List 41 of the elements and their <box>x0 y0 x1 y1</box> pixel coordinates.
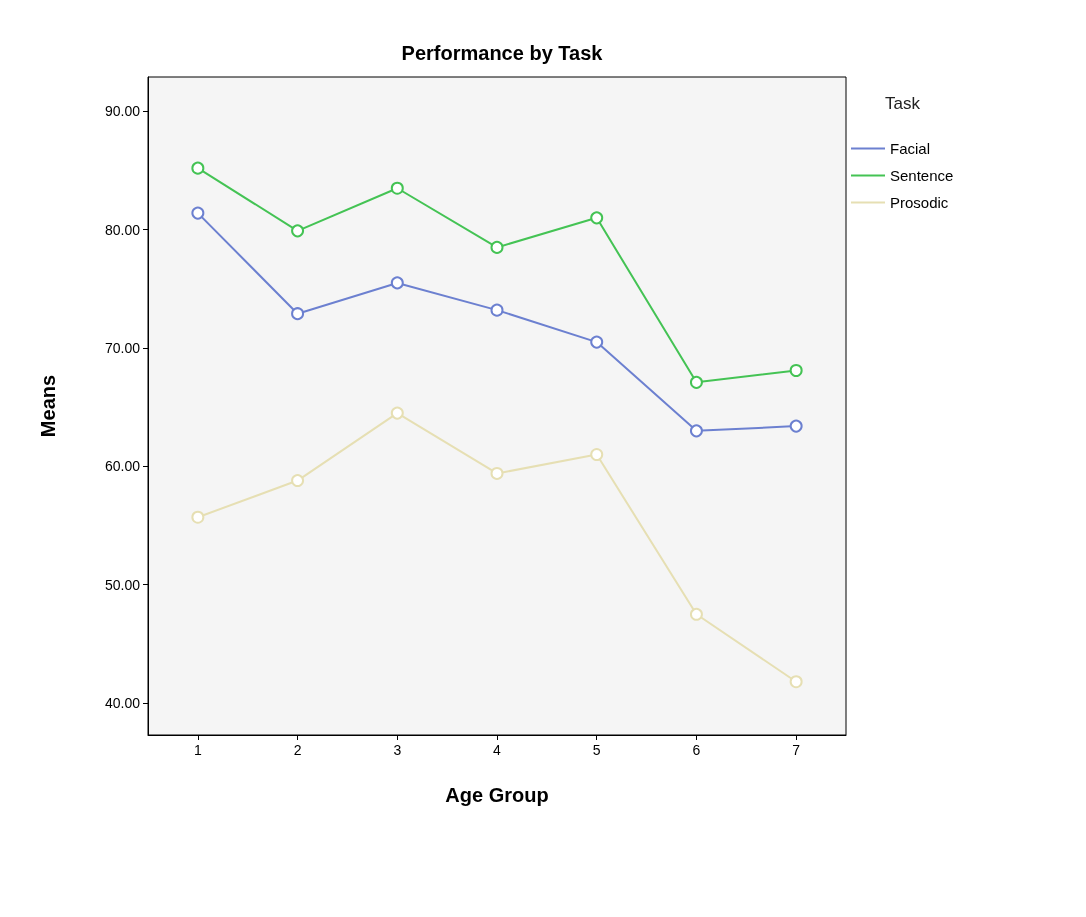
y-tick-label: 70.00 <box>104 340 141 357</box>
point <box>689 375 703 389</box>
y-tick-label: 90.00 <box>104 103 141 120</box>
x-axis-title: Age Group <box>445 784 549 806</box>
x-tick-label: 7 <box>792 742 801 758</box>
point <box>789 675 803 689</box>
chart-title: Performance by Task <box>401 42 604 64</box>
y-tick-label: 40.00 <box>104 695 141 712</box>
legend-label: Prosodic <box>890 194 949 211</box>
x-tick-label: 1 <box>193 742 202 758</box>
point <box>490 240 504 254</box>
point <box>291 474 305 488</box>
y-tick-label: 60.00 <box>104 458 141 475</box>
point <box>390 406 404 420</box>
point <box>490 303 504 317</box>
x-tick-label: 6 <box>692 742 701 758</box>
point <box>590 211 604 225</box>
point <box>191 510 205 524</box>
point <box>490 466 504 480</box>
point <box>191 161 205 175</box>
point <box>689 607 703 621</box>
y-tick-label: 50.00 <box>104 576 141 593</box>
y-axis-title: Means <box>37 374 59 438</box>
point <box>291 224 305 238</box>
legend-label: Sentence <box>890 167 954 184</box>
point <box>789 419 803 433</box>
legend-label: Facial <box>890 140 931 157</box>
x-tick-label: 3 <box>393 742 402 758</box>
point <box>789 364 803 377</box>
point <box>590 448 604 462</box>
legend-title: Task <box>885 94 921 113</box>
x-tick-label: 5 <box>592 742 601 758</box>
x-tick-label: 4 <box>493 742 502 758</box>
point <box>191 206 205 220</box>
x-tick-label: 2 <box>293 742 302 758</box>
point <box>390 276 404 290</box>
point <box>291 307 305 321</box>
point <box>390 181 404 195</box>
y-tick-label: 80.00 <box>104 221 141 238</box>
point <box>590 335 604 349</box>
point <box>689 424 703 438</box>
